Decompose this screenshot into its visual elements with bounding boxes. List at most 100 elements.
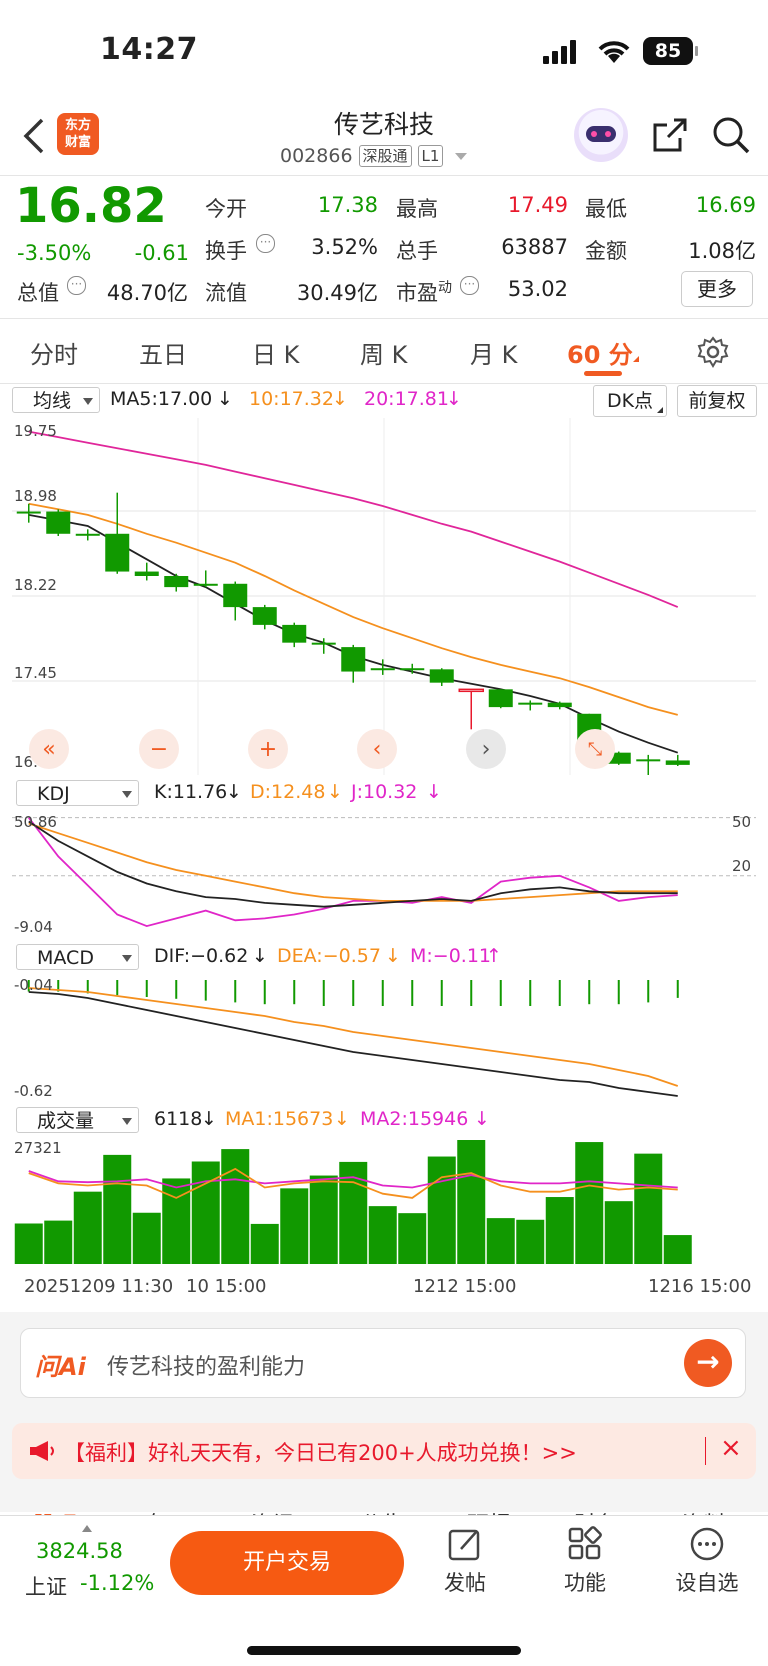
candle-body [311, 642, 336, 645]
kdj-select[interactable]: KDJ [16, 780, 139, 806]
pe-label: 市盈动 [396, 277, 452, 307]
macd-chart[interactable] [12, 974, 756, 1102]
volume-bar [427, 1156, 456, 1264]
close-icon[interactable]: × [720, 1433, 742, 1463]
info-icon[interactable]: ··· [256, 234, 275, 253]
function-button[interactable]: 功能 [555, 1526, 615, 1597]
index-change: -1.12% [80, 1571, 155, 1595]
gear-icon[interactable] [697, 336, 729, 368]
fullscreen-icon[interactable]: ⤡ [575, 729, 615, 769]
volume-ma1-line [28, 1167, 678, 1199]
promo-banner[interactable]: 【福利】好礼天天有，今日已有200+人成功兑换！>> × [12, 1423, 756, 1479]
battery-level: 85 [643, 37, 693, 65]
candle-body [282, 624, 307, 643]
signal-icon [543, 40, 583, 64]
tab-60-min[interactable]: 60 分 [567, 341, 633, 369]
megaphone-icon [28, 1439, 56, 1467]
logo-line-1: 东方 [64, 118, 91, 133]
more-button[interactable]: 更多 [681, 271, 753, 307]
candle-body [458, 688, 484, 693]
kdj-d-arrow-icon: ↓ [327, 781, 343, 803]
ai-prompt-text: 传艺科技的盈利能力 [107, 1355, 306, 1380]
tab-daily-k[interactable]: 日 K [252, 341, 300, 369]
peek-tab: 研报 [467, 1507, 511, 1516]
index-name: 上证 [25, 1575, 67, 1599]
volume-select-label: 成交量 [37, 1110, 95, 1132]
post-button[interactable]: 发帖 [435, 1526, 495, 1597]
tab-monthly-k[interactable]: 月 K [470, 341, 518, 369]
ai-question-box[interactable]: 问Ai 传艺科技的盈利能力 → [20, 1328, 746, 1398]
candle-body [518, 702, 543, 705]
candlestick-chart[interactable] [12, 418, 756, 775]
share-icon[interactable] [652, 117, 688, 153]
ma20-arrow-icon: ↓ [446, 388, 462, 410]
tab-weekly-k[interactable]: 周 K [360, 341, 408, 369]
ma20-line [28, 430, 679, 608]
volume-chart[interactable] [12, 1136, 756, 1266]
dk-button[interactable]: DK点 [593, 385, 667, 417]
info-icon[interactable]: ··· [460, 276, 479, 295]
volume-ma1-arrow-icon: ↓ [334, 1108, 350, 1130]
arrow-right-icon[interactable]: → [684, 1339, 732, 1387]
zoom-in-icon[interactable]: + [248, 729, 288, 769]
volume-y-top: 27321 [14, 1139, 62, 1157]
scroll-left-icon[interactable]: ‹ [357, 729, 397, 769]
back-icon[interactable] [22, 118, 46, 154]
tab-intraday[interactable]: 分时 [30, 341, 78, 369]
volume-arrow-icon: ↓ [201, 1108, 217, 1130]
peek-tab: 盘口 [143, 1507, 187, 1516]
candle-body [223, 583, 248, 608]
tab-five-day[interactable]: 五日 [139, 341, 187, 369]
volume-ma2-arrow-icon: ↓ [474, 1108, 490, 1130]
total-value-label: 总值 [17, 281, 59, 305]
macd-y-bottom: -0.62 [14, 1082, 53, 1100]
high-value: 17.49 [507, 193, 568, 217]
open-value: 17.38 [317, 193, 378, 217]
macd-m-arrow-icon: ↑ [486, 945, 502, 967]
candle-body [75, 533, 100, 536]
more-circle-icon [690, 1527, 724, 1561]
add-watchlist-button[interactable]: 设自选 [672, 1526, 742, 1597]
status-time: 14:27 [100, 32, 198, 67]
promo-divider [705, 1437, 706, 1465]
volume-bar [486, 1218, 515, 1264]
macd-dea-arrow-icon: ↓ [385, 945, 401, 967]
peek-tab: 股吧 [33, 1507, 77, 1516]
pe-superscript: 动 [438, 280, 452, 296]
zoom-out-icon[interactable]: − [139, 729, 179, 769]
candle-body [341, 647, 366, 672]
kdj-chart[interactable] [12, 810, 756, 938]
total-value: 48.70亿 [106, 281, 188, 305]
promo-text: 【福利】好礼天天有，今日已有200+人成功兑换！>> [64, 1441, 577, 1465]
candle-body [606, 752, 631, 764]
search-icon[interactable] [712, 116, 750, 154]
app-logo: 东方 财富 [57, 113, 99, 155]
candle-body [193, 583, 218, 586]
add-watchlist-label: 设自选 [675, 1571, 739, 1595]
indicator-select[interactable]: 均线 [12, 387, 100, 413]
volume-select[interactable]: 成交量 [16, 1107, 139, 1133]
candle-body [164, 576, 189, 588]
float-value: 30.49亿 [296, 281, 378, 305]
volume-bar [516, 1219, 545, 1264]
ma10-arrow-icon: ↓ [332, 388, 348, 410]
volume-bar [604, 1201, 633, 1264]
candle-body [665, 760, 690, 765]
stock-code-row[interactable]: 002866 深股通 L1 [280, 145, 468, 167]
info-icon[interactable]: ··· [67, 276, 86, 295]
turnover-value: 3.52% [311, 235, 378, 259]
candle-body [547, 702, 572, 708]
scroll-right-icon[interactable]: › [466, 729, 506, 769]
float-value-label: 流值 [205, 281, 247, 305]
candle-body [488, 689, 513, 708]
kdj-y-top: 50.86 [14, 813, 57, 831]
logo-line-2: 财富 [64, 135, 91, 150]
robot-avatar-icon[interactable] [574, 108, 628, 162]
scroll-left-fast-icon[interactable]: « [29, 729, 69, 769]
home-indicator [247, 1646, 521, 1655]
adjust-button[interactable]: 前复权 [677, 385, 757, 417]
peek-tab: 资料 [682, 1507, 726, 1516]
trade-button[interactable]: 开户交易 [170, 1531, 404, 1595]
macd-select[interactable]: MACD [16, 944, 139, 970]
active-tab-indicator [584, 371, 622, 376]
